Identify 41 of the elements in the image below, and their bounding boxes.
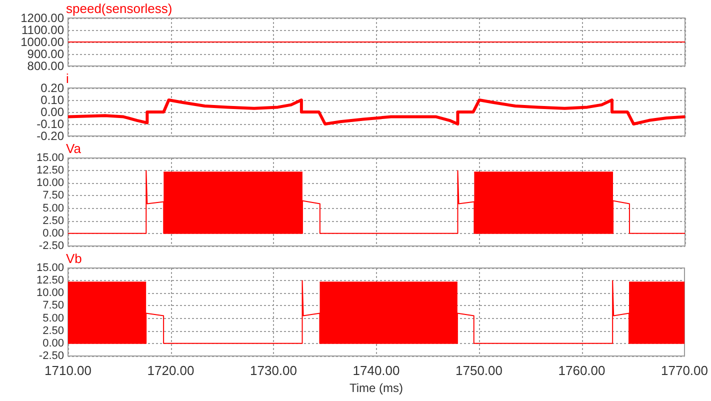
y-tick-label: 10.00 <box>36 287 64 300</box>
y-tick-label: -2.50 <box>38 350 64 362</box>
y-tick-label: 0.00 <box>42 337 64 350</box>
line-series <box>66 98 686 126</box>
y-tick-label: 800.00 <box>27 59 64 73</box>
y-tick-label: 5.00 <box>42 312 64 324</box>
y-tick-label: 2.50 <box>42 324 64 337</box>
x-tick-label: 1710.00 <box>44 363 92 378</box>
y-tick-label: -0.10 <box>36 117 64 131</box>
y-tick-label: 7.50 <box>42 190 64 202</box>
y-tick-label: 1200.00 <box>20 11 64 25</box>
y-tick-label: 5.00 <box>42 202 64 214</box>
line-series <box>68 170 686 234</box>
y-tick-label: 0.00 <box>42 227 64 240</box>
chart-title: Vb <box>66 251 82 266</box>
y-tick-label: 7.50 <box>42 300 64 312</box>
y-tick-label: 12.50 <box>36 274 64 287</box>
y-tick-label: 12.50 <box>36 164 64 177</box>
y-tick-label: 0.10 <box>40 93 64 107</box>
y-tick-label: 2.50 <box>42 214 64 227</box>
x-axis-title: Time (ms) <box>349 380 404 395</box>
line-series <box>68 280 686 344</box>
chart-title: i <box>66 71 69 86</box>
y-tick-label: 15.00 <box>36 262 64 274</box>
y-tick-label: -2.50 <box>38 240 64 252</box>
x-tick-label: 1760.00 <box>558 363 606 378</box>
y-tick-label: 1100.00 <box>22 23 64 37</box>
y-tick-label: 15.00 <box>36 152 64 164</box>
chart-title: Va <box>66 141 82 156</box>
y-tick-label: 0.00 <box>40 105 64 119</box>
y-tick-label: 0.20 <box>40 81 64 95</box>
x-tick-label: 1720.00 <box>147 363 194 378</box>
y-tick-label: 10.00 <box>36 177 64 190</box>
x-tick-label: 1740.00 <box>352 363 400 378</box>
y-tick-label: -0.20 <box>36 129 64 143</box>
y-tick-label: 900.00 <box>27 47 64 61</box>
y-tick-label: 1000.00 <box>20 35 64 49</box>
x-tick-label: 1730.00 <box>250 363 297 378</box>
x-tick-label: 1770.00 <box>661 363 708 378</box>
chart-title: speed(sensorless) <box>66 1 172 16</box>
x-tick-label: 1750.00 <box>456 363 503 378</box>
